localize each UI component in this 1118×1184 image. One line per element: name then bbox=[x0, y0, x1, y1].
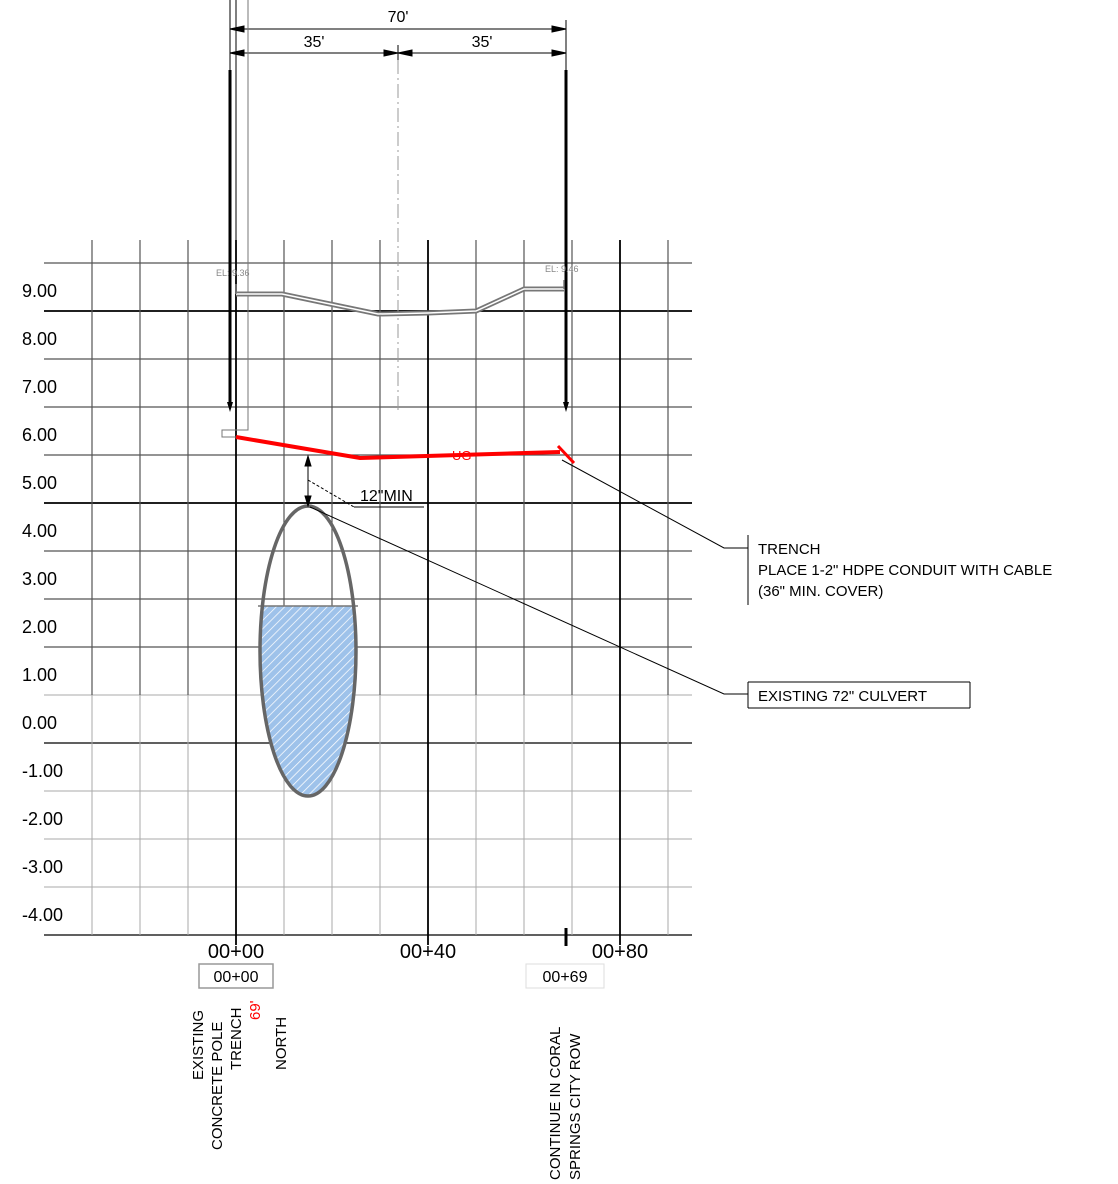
end-note-line1: CONTINUE IN CORAL bbox=[547, 1027, 564, 1180]
callout-leaders bbox=[309, 459, 971, 709]
dimension-right: 35' bbox=[472, 34, 493, 51]
start-note-line2: CONCRETE POLE bbox=[209, 1022, 226, 1150]
elevation-label: 6.00 bbox=[22, 425, 57, 445]
row-lines bbox=[228, 70, 568, 405]
dimension-total: 70' bbox=[388, 9, 409, 26]
elevation-label: 1.00 bbox=[22, 665, 57, 685]
station-label: 00+40 bbox=[400, 941, 456, 963]
station-labels: 00+00 00+40 00+80 bbox=[208, 928, 648, 963]
end-note: CONTINUE IN CORAL SPRINGS CITY ROW bbox=[547, 1027, 584, 1180]
profile-grid bbox=[44, 240, 692, 945]
conduit-line bbox=[235, 435, 576, 465]
station-label: 00+80 bbox=[592, 941, 648, 963]
spot-elevation-left: EL: 9.36 bbox=[216, 268, 250, 278]
station-box-end-label: 00+69 bbox=[543, 969, 588, 986]
elevation-label: -1.00 bbox=[22, 761, 63, 781]
start-note-line3: TRENCH bbox=[228, 1008, 245, 1071]
start-note-line4: NORTH bbox=[273, 1017, 290, 1070]
dimension-left: 35' bbox=[304, 34, 325, 51]
elevation-label: 0.00 bbox=[22, 713, 57, 733]
elevation-label: -4.00 bbox=[22, 905, 63, 925]
ground-surface bbox=[235, 280, 565, 317]
start-note: EXISTING CONCRETE POLE TRENCH 69' NORTH bbox=[190, 1000, 290, 1150]
callout-culvert: EXISTING 72" CULVERT bbox=[758, 688, 927, 705]
spot-elevation-right: EL: 9.46 bbox=[545, 264, 579, 274]
callout-trench: TRENCH PLACE 1-2" HDPE CONDUIT WITH CABL… bbox=[758, 541, 1052, 600]
elevation-label: 3.00 bbox=[22, 569, 57, 589]
elevation-label: 7.00 bbox=[22, 377, 57, 397]
elevation-label: 8.00 bbox=[22, 329, 57, 349]
end-note-line2: SPRINGS CITY ROW bbox=[567, 1033, 584, 1180]
start-note-line1: EXISTING bbox=[190, 1010, 207, 1080]
dimension-lines bbox=[229, 0, 567, 410]
start-note-distance: 69' bbox=[247, 1000, 264, 1020]
elevation-label: -3.00 bbox=[22, 857, 63, 877]
elevation-label: 2.00 bbox=[22, 617, 57, 637]
elevation-label: 5.00 bbox=[22, 473, 57, 493]
callout-trench-line1: TRENCH bbox=[758, 541, 821, 558]
culvert bbox=[258, 504, 358, 798]
callout-trench-line3: (36" MIN. COVER) bbox=[758, 583, 883, 600]
station-label: 00+00 bbox=[208, 941, 264, 963]
callout-trench-line2: PLACE 1-2" HDPE CONDUIT WITH CABLE bbox=[758, 562, 1052, 579]
station-box-start-label: 00+00 bbox=[214, 969, 259, 986]
clearance-label: 12"MIN bbox=[360, 488, 413, 505]
station-box-end: 00+69 bbox=[525, 963, 605, 989]
clearance-dimension bbox=[304, 454, 424, 508]
conduit-label: UG bbox=[452, 448, 472, 463]
elevation-label: -2.00 bbox=[22, 809, 63, 829]
station-box-start: 00+00 bbox=[198, 963, 274, 989]
elevation-label: 9.00 bbox=[22, 281, 57, 301]
elevation-labels: 9.00 8.00 7.00 6.00 5.00 4.00 3.00 2.00 … bbox=[22, 281, 63, 925]
elevation-label: 4.00 bbox=[22, 521, 57, 541]
